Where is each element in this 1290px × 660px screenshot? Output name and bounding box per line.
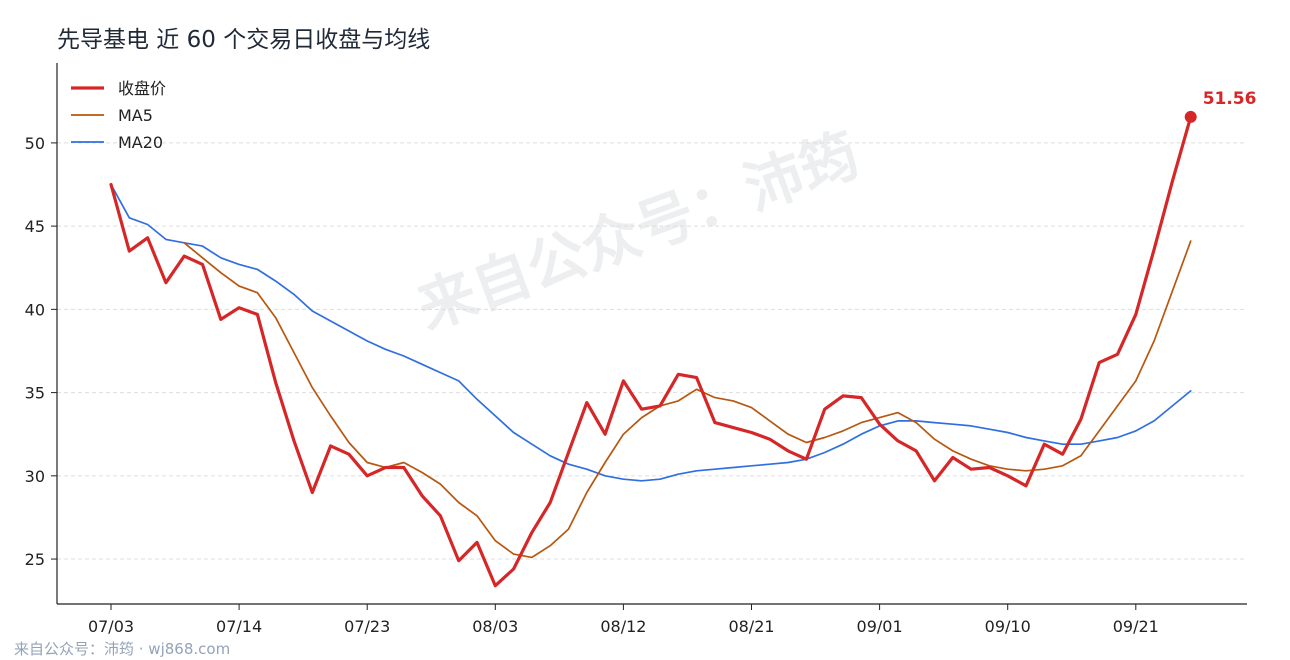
series-line-ma20 (110, 183, 1192, 482)
grid-lines (57, 142, 1247, 560)
x-tick-label: 09/10 (985, 617, 1031, 636)
footer-source: 来自公众号：沛筠 · wj868.com (14, 640, 231, 658)
y-tick-label: 30 (25, 467, 45, 486)
x-tick-label: 07/14 (216, 617, 262, 636)
axes: 25 30 35 40 45 50 07/03 07/14 07/23 08/03 08/12 08/… (25, 63, 1247, 636)
x-tick-label: 09/21 (1113, 617, 1159, 636)
legend-label: 收盘价 (118, 79, 166, 98)
x-tick-label: 08/03 (472, 617, 518, 636)
last-close-label: 51.56 (1203, 89, 1257, 109)
x-tick-label: 07/23 (344, 617, 390, 636)
legend: 收盘价 MA5 MA20 (71, 79, 166, 152)
legend-label: MA5 (118, 106, 153, 125)
y-tick-label: 35 (25, 384, 45, 403)
y-tick-label: 25 (25, 550, 45, 569)
y-tick-label: 50 (25, 134, 45, 153)
x-tick-label: 09/01 (857, 617, 903, 636)
chart-title: 先导基电 近 60 个交易日收盘与均线 (57, 27, 431, 53)
series-lines: 51.56 (109, 89, 1257, 588)
series-line-close (109, 115, 1193, 588)
legend-label: MA20 (118, 133, 163, 152)
series-line-ma5 (183, 240, 1192, 559)
last-close-marker (1184, 110, 1197, 123)
y-tick-label: 45 (25, 217, 45, 236)
x-tick-label: 08/12 (600, 617, 646, 636)
x-tick-label: 07/03 (88, 617, 134, 636)
y-tick-label: 40 (25, 300, 45, 319)
x-tick-label: 08/21 (728, 617, 774, 636)
